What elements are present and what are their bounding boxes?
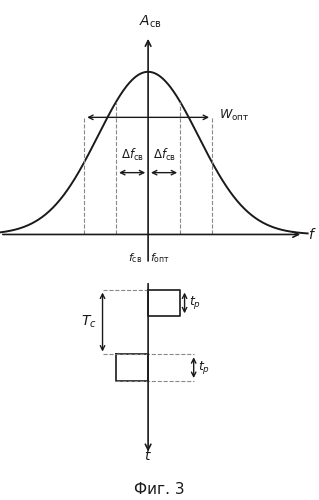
Text: $\Delta f_{\mathsf{св}}$: $\Delta f_{\mathsf{св}}$: [121, 147, 144, 163]
Text: $t$: $t$: [144, 449, 152, 463]
Text: $f$: $f$: [308, 227, 316, 242]
Text: $f_{\mathsf{опт}}$: $f_{\mathsf{опт}}$: [150, 250, 170, 264]
Text: $t_р$: $t_р$: [198, 359, 210, 376]
Text: $f_{\mathsf{св}}$: $f_{\mathsf{св}}$: [128, 250, 142, 264]
Text: $A_{\mathsf{св}}$: $A_{\mathsf{св}}$: [139, 13, 162, 30]
Text: $T_с$: $T_с$: [81, 314, 97, 330]
Text: $\Delta f_{\mathsf{св}}$: $\Delta f_{\mathsf{св}}$: [152, 147, 175, 163]
Text: $t_р$: $t_р$: [189, 294, 201, 312]
Text: $W_{\mathsf{опт}}$: $W_{\mathsf{опт}}$: [219, 108, 249, 124]
Text: Фиг. 3: Фиг. 3: [134, 482, 185, 498]
